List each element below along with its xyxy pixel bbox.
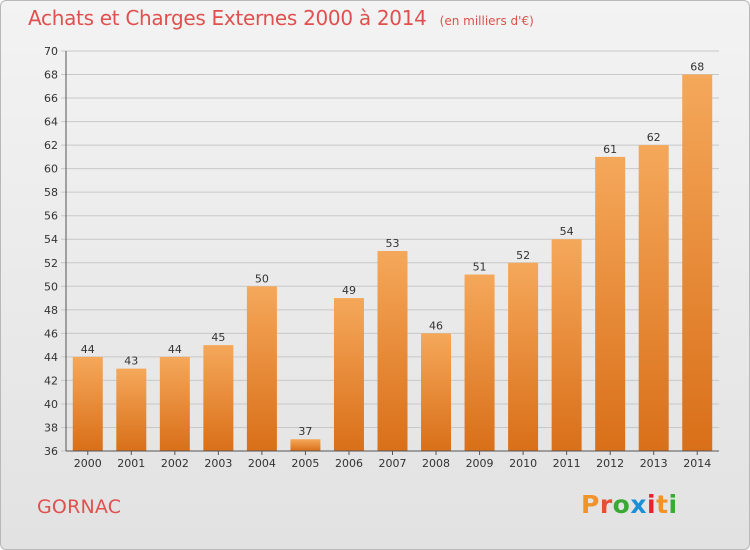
x-tick-label-2007: 2007 [379, 457, 407, 470]
data-label-2012: 61 [603, 143, 617, 156]
y-tick-label: 40 [44, 398, 58, 411]
data-label-2002: 44 [168, 343, 182, 356]
logo-letter: i [647, 490, 657, 519]
data-label-2004: 50 [255, 272, 269, 285]
y-tick-label: 46 [44, 327, 58, 340]
y-tick-label: 42 [44, 374, 58, 387]
x-tick-label-2008: 2008 [422, 457, 450, 470]
x-tick-label-2010: 2010 [509, 457, 537, 470]
bar-2009 [464, 274, 495, 451]
x-tick-label-2013: 2013 [640, 457, 668, 470]
y-tick-label: 68 [44, 69, 58, 82]
bar-2002 [159, 356, 190, 451]
proxiti-logo: Proxiti [581, 490, 678, 519]
y-tick-label: 52 [44, 257, 58, 270]
x-tick-label-2009: 2009 [466, 457, 494, 470]
logo-letter: x [630, 490, 647, 519]
chart-subtitle: (en milliers d'€) [439, 14, 534, 28]
x-tick-label-2006: 2006 [335, 457, 363, 470]
logo-letter: P [581, 490, 600, 519]
x-tick-label-2000: 2000 [74, 457, 102, 470]
data-label-2014: 68 [690, 61, 704, 74]
y-tick-label: 60 [44, 163, 58, 176]
data-label-2003: 45 [211, 331, 225, 344]
commune-name: GORNAC [37, 496, 122, 518]
bar-2000 [72, 356, 103, 451]
y-tick-label: 64 [44, 116, 58, 129]
y-tick-label: 36 [44, 445, 58, 458]
x-tick-label-2005: 2005 [291, 457, 319, 470]
y-tick-label: 48 [44, 304, 58, 317]
data-label-2007: 53 [386, 237, 400, 250]
x-tick-label-2002: 2002 [161, 457, 189, 470]
logo-letter: r [599, 490, 613, 519]
x-tick-label-2003: 2003 [204, 457, 232, 470]
bar-2011 [551, 239, 582, 451]
data-label-2013: 62 [647, 131, 661, 144]
y-tick-label: 70 [44, 45, 58, 58]
x-tick-label-2004: 2004 [248, 457, 276, 470]
data-label-2008: 46 [429, 319, 443, 332]
logo-letter: t [656, 490, 669, 519]
bar-2010 [508, 262, 539, 451]
title-row: Achats et Charges Externes 2000 à 2014 (… [28, 6, 534, 30]
bar-2005 [290, 439, 321, 451]
y-tick-label: 66 [44, 92, 58, 105]
y-tick-label: 54 [44, 233, 58, 246]
x-tick-label-2012: 2012 [596, 457, 624, 470]
y-tick-label: 56 [44, 210, 58, 223]
bar-2007 [377, 251, 408, 451]
data-label-2010: 52 [516, 249, 530, 262]
data-label-2000: 44 [81, 343, 95, 356]
logo-letter: o [612, 490, 631, 519]
x-tick-label-2014: 2014 [683, 457, 711, 470]
data-label-2011: 54 [560, 225, 574, 238]
bar-2004 [246, 286, 277, 451]
logo-letter: i [668, 490, 678, 519]
bar-2008 [421, 333, 452, 451]
data-label-2006: 49 [342, 284, 356, 297]
y-tick-label: 38 [44, 421, 58, 434]
bar-2014 [682, 74, 713, 451]
data-label-2001: 43 [124, 355, 138, 368]
data-label-2005: 37 [298, 425, 312, 438]
y-tick-label: 62 [44, 139, 58, 152]
bar-2006 [333, 298, 364, 451]
y-tick-label: 50 [44, 280, 58, 293]
bar-2012 [595, 156, 626, 451]
bar-2001 [116, 368, 147, 451]
y-tick-label: 58 [44, 186, 58, 199]
chart-title: Achats et Charges Externes 2000 à 2014 [28, 6, 427, 30]
bar-2003 [203, 345, 234, 451]
bars: 44 43 44 45 50 37 49 53 46 51 52 54 61 62 68 [72, 61, 713, 451]
y-tick-label: 44 [44, 351, 58, 364]
data-label-2009: 51 [473, 261, 487, 274]
x-tick-label-2001: 2001 [117, 457, 145, 470]
bar-2013 [638, 145, 669, 451]
axes: 36 38 40 42 44 46 48 50 52 54 56 58 60 62 64 66 68 70 2000… [44, 45, 719, 470]
x-tick-label-2011: 2011 [553, 457, 581, 470]
